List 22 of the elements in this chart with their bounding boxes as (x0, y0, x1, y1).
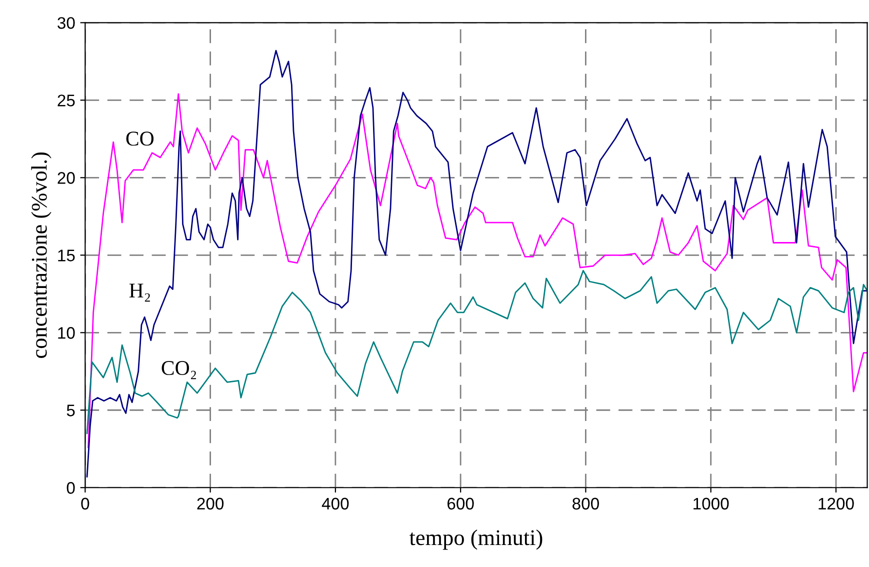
y-tick-label: 0 (66, 482, 75, 494)
y-tick-label: 5 (66, 404, 75, 416)
y-axis-title: concentrazione (%vol.) (31, 152, 52, 358)
line-series (86, 50, 868, 478)
x-tick-label: 800 (572, 498, 599, 510)
y-tick-label: 10 (58, 327, 75, 339)
x-tick-label: 1000 (694, 498, 729, 510)
y-tick-label: 25 (58, 94, 75, 106)
series-label: CO (126, 132, 154, 146)
line-series (86, 270, 868, 434)
x-tick-label: 0 (81, 498, 90, 510)
y-tick-label: 30 (58, 17, 75, 29)
x-tick-label: 200 (197, 498, 224, 510)
x-tick-label: 400 (322, 498, 349, 510)
y-tick-label: 20 (58, 172, 75, 184)
x-tick-label: 600 (448, 498, 474, 510)
series-label: CO₂ (162, 361, 196, 380)
x-tick-label: 1200 (818, 498, 854, 510)
x-axis-title: tempo (minuti) (409, 530, 542, 550)
line-series (88, 93, 868, 448)
series-label: H₂ (129, 284, 150, 302)
y-tick-label: 15 (58, 250, 75, 262)
